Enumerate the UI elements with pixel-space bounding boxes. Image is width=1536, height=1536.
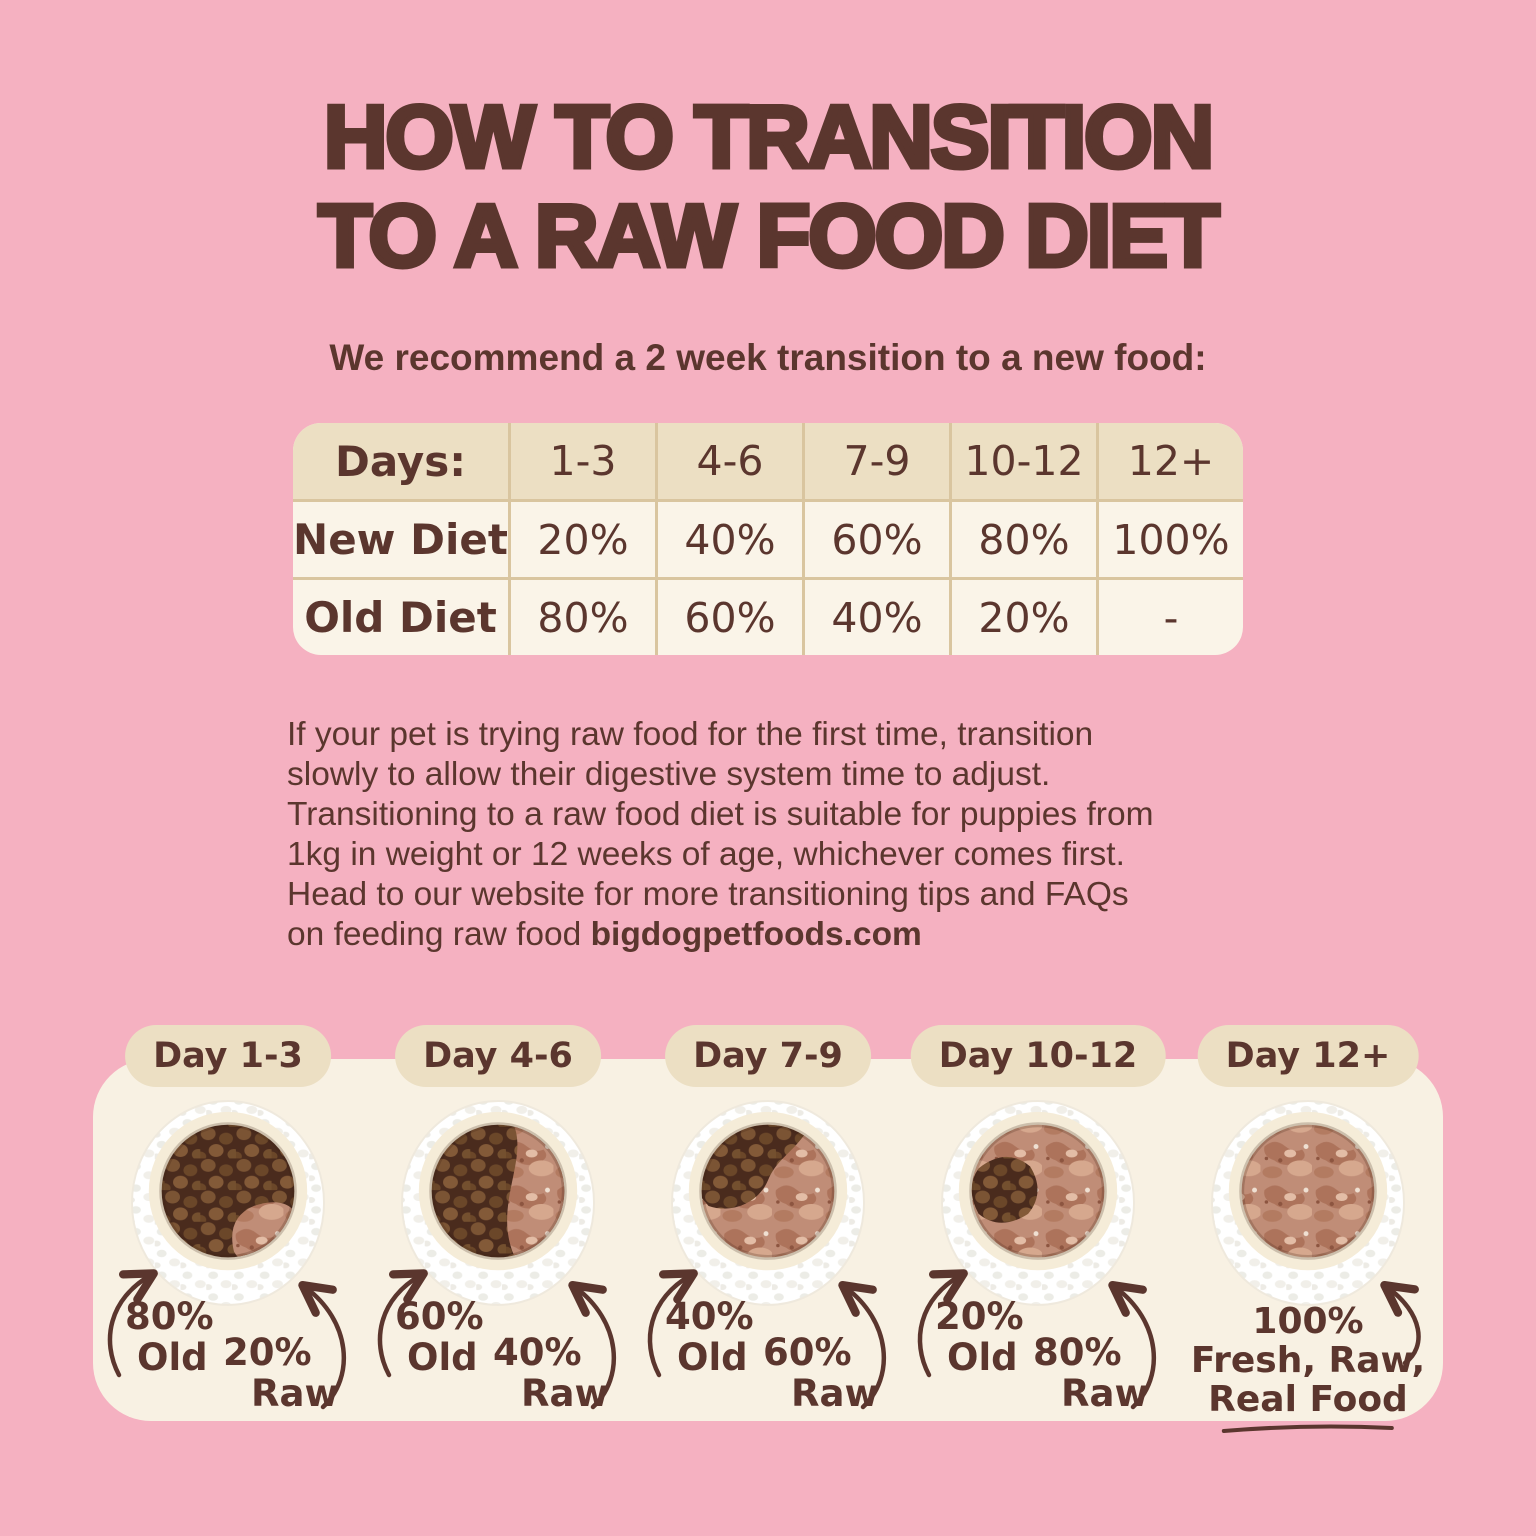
raw-percentage: 60%: [763, 1331, 852, 1375]
old-food-label: 60% Old: [395, 1295, 484, 1379]
old-percentage: 60%: [395, 1295, 484, 1339]
stage-card-day-10-12: Day 10-12 20% Old 80% Raw: [903, 1025, 1173, 1421]
raw-percentage: 80%: [1033, 1331, 1122, 1375]
table-cell: -: [1096, 580, 1243, 656]
header: HOW TO TRANSITION TO A RAW FOOD DIET We …: [0, 0, 1536, 379]
table-header-12plus: 12+: [1096, 423, 1243, 500]
stage-card-day-4-6: Day 4-6 60% Old 40% Raw: [363, 1025, 633, 1421]
table-cell: 100%: [1096, 502, 1243, 578]
old-word: Old: [947, 1335, 1018, 1379]
raw-word: Raw: [791, 1371, 879, 1415]
raw-word: Raw: [1061, 1371, 1149, 1415]
paragraph-line: slowly to allow their digestive system t…: [287, 756, 1051, 794]
paragraph-line: Head to our website for more transitioni…: [287, 876, 1129, 914]
day-pill: Day 10-12: [910, 1025, 1166, 1088]
raw-food-label: 40% Raw: [493, 1331, 609, 1415]
day-pill: Day 4-6: [395, 1025, 601, 1088]
stage-card-day-12plus: Day 12+ 100% Fresh, Raw, Real Food: [1173, 1025, 1443, 1433]
raw-food-label: 80% Raw: [1033, 1331, 1149, 1415]
website-text: bigdogpetfoods.com: [590, 916, 922, 954]
table-cell: 40%: [802, 580, 949, 656]
title-line-1: HOW TO TRANSITION: [321, 85, 1216, 188]
table-cell: 40%: [655, 502, 802, 578]
table-header-4-6: 4-6: [655, 423, 802, 500]
table-row-new-diet: New Diet 20% 40% 60% 80% 100%: [293, 499, 1243, 578]
paragraph-line: If your pet is trying raw food for the f…: [287, 716, 1094, 754]
row-label: New Diet: [293, 515, 508, 565]
final-percentage: 100%: [1252, 1301, 1364, 1343]
raw-word: Raw: [521, 1371, 609, 1415]
table-cell: 20%: [949, 580, 1096, 656]
table-cell: 20%: [508, 502, 655, 578]
table-row-old-diet: Old Diet 80% 60% 40% 20% -: [293, 577, 1243, 656]
table-header-row: Days: 1-3 4-6 7-9 10-12 12+: [293, 423, 1243, 500]
table-cell: 80%: [949, 502, 1096, 578]
final-line-3: Real Food: [1208, 1378, 1408, 1420]
raw-percentage: 20%: [223, 1331, 312, 1375]
intro-paragraph: If your pet is trying raw food for the f…: [287, 715, 1287, 955]
stage-card-day-7-9: Day 7-9 40% Old 60% Raw: [633, 1025, 903, 1421]
raw-percentage: 40%: [493, 1331, 582, 1375]
final-food-label: 100% Fresh, Raw, Real Food: [1190, 1301, 1426, 1434]
paragraph-last-line: on feeding raw food bigdogpetfoods.com: [287, 915, 1287, 955]
old-food-label: 20% Old: [935, 1295, 1024, 1379]
table-header-7-9: 7-9: [802, 423, 949, 500]
paragraph-line: Transitioning to a raw food diet is suit…: [287, 796, 1154, 834]
row-label: Old Diet: [304, 593, 497, 643]
paragraph-line: 1kg in weight or 12 weeks of age, whiche…: [287, 836, 1125, 874]
old-food-label: 40% Old: [665, 1295, 754, 1379]
title-line-2: TO A RAW FOOD DIET: [316, 184, 1222, 287]
table-cell: 60%: [802, 502, 949, 578]
bowl-illustration-day-10-12: [940, 1100, 1136, 1307]
raw-food-label: 60% Raw: [763, 1331, 879, 1415]
bowl-illustration-day-7-9: [670, 1100, 866, 1307]
table-header-10-12: 10-12: [949, 423, 1096, 500]
day-pill: Day 7-9: [665, 1025, 871, 1088]
old-percentage: 40%: [665, 1295, 754, 1339]
transition-table: Days: 1-3 4-6 7-9 10-12 12+ New Diet 20%…: [293, 423, 1243, 656]
table-header-1-3: 1-3: [508, 423, 655, 500]
bowl-illustration-day-1-3: [130, 1100, 326, 1307]
raw-food-label: 20% Raw: [223, 1331, 339, 1415]
underline-stroke: [1222, 1424, 1394, 1433]
table-cell: 80%: [508, 580, 655, 656]
old-word: Old: [677, 1335, 748, 1379]
paragraph-line-prefix: on feeding raw food: [287, 916, 591, 954]
old-food-label: 80% Old: [125, 1295, 214, 1379]
day-pill: Day 1-3: [125, 1025, 331, 1088]
final-line-2: Fresh, Raw,: [1190, 1339, 1426, 1381]
old-word: Old: [407, 1335, 478, 1379]
table-cell: 60%: [655, 580, 802, 656]
old-word: Old: [137, 1335, 208, 1379]
subtitle: We recommend a 2 week transition to a ne…: [329, 337, 1207, 379]
day-pill: Day 12+: [1197, 1025, 1419, 1088]
bowl-illustration-day-4-6: [400, 1100, 596, 1307]
table-header-days: Days:: [334, 436, 467, 486]
old-percentage: 20%: [935, 1295, 1024, 1339]
bowl-illustration-day-12plus: [1210, 1100, 1406, 1307]
stage-card-day-1-3: Day 1-3 80% Old 20% Raw: [93, 1025, 363, 1421]
stages-panel: Day 1-3 80% Old 20% Raw: [93, 1025, 1443, 1433]
old-percentage: 80%: [125, 1295, 214, 1339]
page-title: HOW TO TRANSITION TO A RAW FOOD DIET: [0, 85, 1536, 287]
raw-word: Raw: [251, 1371, 339, 1415]
